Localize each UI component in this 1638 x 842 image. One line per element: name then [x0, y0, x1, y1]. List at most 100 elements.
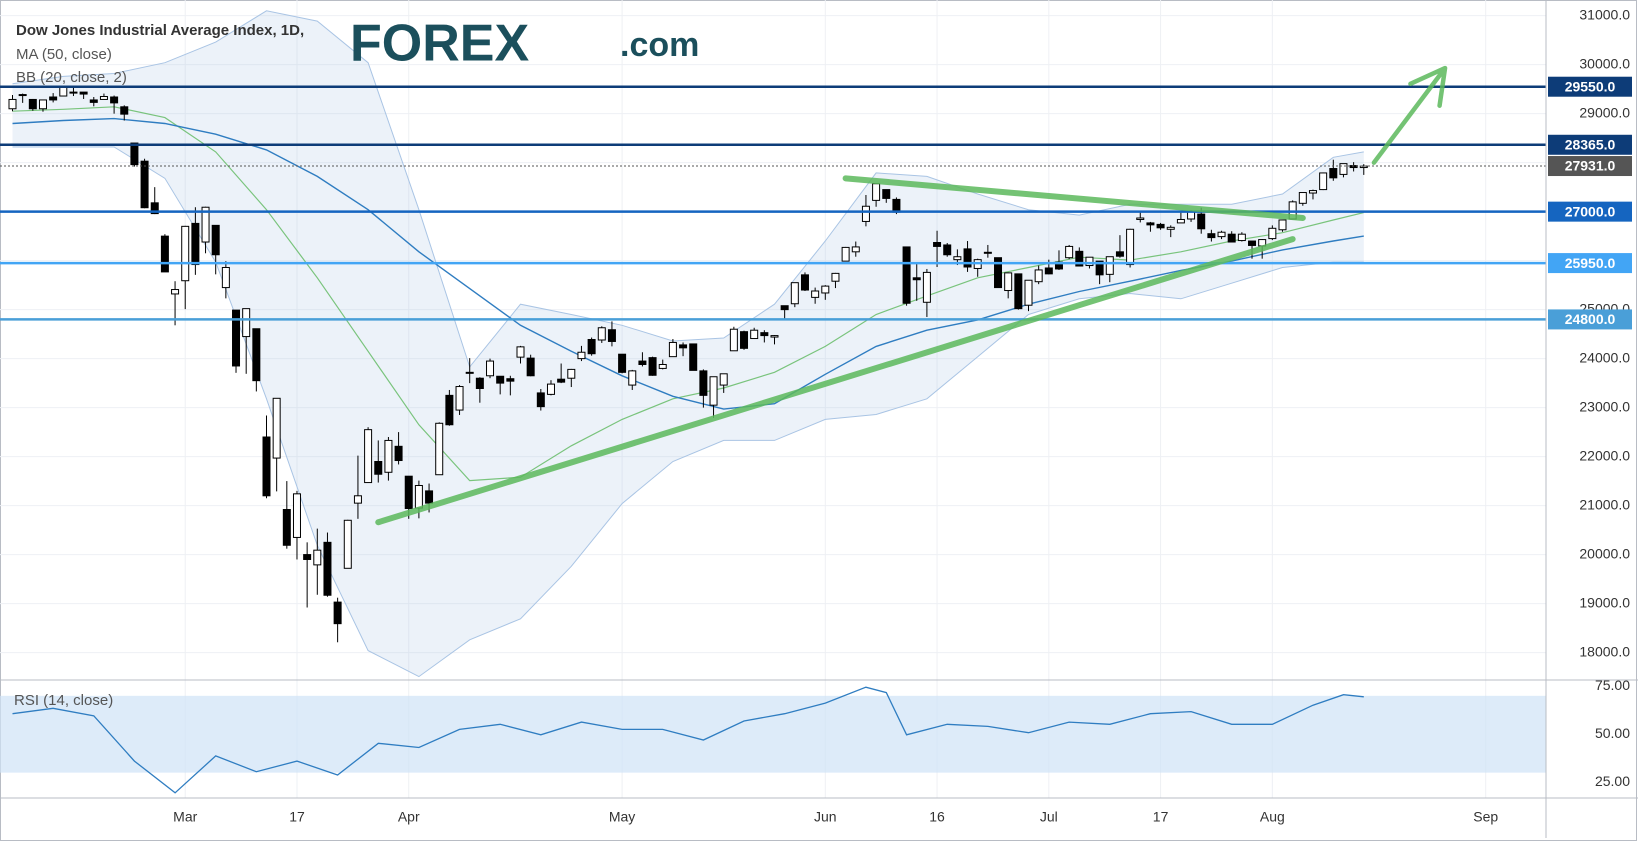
x-tick-label: 16 — [929, 809, 945, 825]
y-tick-label: 18000.0 — [1579, 643, 1630, 659]
candle-body — [1156, 223, 1165, 229]
candle-body — [130, 142, 139, 166]
candle-body — [1085, 256, 1094, 267]
x-tick-label: Sep — [1473, 809, 1498, 825]
candle-body — [89, 99, 98, 103]
candle-body — [557, 378, 566, 383]
trendline — [375, 236, 1296, 526]
indicators — [0, 10, 1546, 794]
candle-body — [425, 490, 434, 504]
candle-body — [282, 509, 291, 546]
arrow — [1371, 65, 1448, 165]
candle-body — [800, 274, 809, 291]
candle-body — [699, 370, 708, 396]
candle-body — [1207, 233, 1216, 239]
candle-body — [760, 332, 769, 337]
candle-body — [882, 189, 891, 199]
candle-body — [211, 224, 220, 256]
y-tick-label: 30000.0 — [1579, 55, 1630, 71]
candle-body — [892, 198, 901, 213]
candle-body — [150, 202, 159, 215]
candle-body — [323, 541, 332, 596]
candle-body — [811, 290, 820, 298]
candle-body — [770, 335, 779, 338]
x-tick-label: Apr — [398, 809, 420, 825]
candle-body — [384, 439, 393, 473]
candle-body — [1359, 165, 1368, 169]
candle-body — [587, 339, 596, 355]
x-tick-label: Jun — [814, 809, 837, 825]
y-tick-label: 31000.0 — [1579, 6, 1630, 22]
level-label: 27000.0 — [1565, 203, 1616, 219]
logo-brand: FOREX — [350, 15, 529, 73]
level-label: 27931.0 — [1565, 158, 1616, 174]
candle-body — [1004, 272, 1013, 292]
candle-body — [689, 343, 698, 371]
candle-body — [374, 460, 383, 475]
candle-body — [496, 375, 505, 384]
level-label-box — [1548, 76, 1632, 97]
candle-body — [953, 256, 962, 261]
candle-body — [1115, 251, 1124, 257]
candle-body — [1166, 226, 1175, 230]
level-label-box — [1548, 156, 1632, 177]
levels — [0, 85, 1546, 321]
candle-body — [1339, 163, 1348, 175]
candle-body — [638, 360, 647, 365]
candle-body — [1329, 168, 1338, 179]
candle-body — [364, 429, 373, 484]
candle-body — [1095, 260, 1104, 276]
candle-body — [8, 98, 17, 110]
level-label-box — [1548, 134, 1632, 155]
candle-body — [110, 96, 119, 104]
candles — [8, 85, 1368, 643]
candle-body — [1197, 213, 1206, 230]
candle-body — [912, 277, 921, 281]
legend-bb: BB (20, close, 2) — [16, 69, 127, 86]
bb-basis — [12, 106, 1364, 482]
candle-body — [99, 96, 108, 100]
rsi-tick-label: 75.00 — [1595, 677, 1630, 693]
candle-body — [38, 99, 47, 110]
candle-body — [313, 549, 322, 566]
candle-body — [1065, 245, 1074, 259]
candle-body — [1248, 240, 1257, 246]
candle-body — [303, 554, 312, 560]
candle-body — [577, 351, 586, 360]
candle-body — [719, 373, 728, 386]
bb-band — [12, 10, 1364, 677]
candle-body — [455, 386, 464, 411]
y-tick-label: 23000.0 — [1579, 398, 1630, 414]
candle-body — [1044, 267, 1053, 275]
level-label: 28365.0 — [1565, 136, 1616, 152]
candle-body — [160, 235, 169, 273]
y-tick-label: 19000.0 — [1579, 594, 1630, 610]
candle-body — [709, 376, 718, 406]
candle-body — [526, 357, 535, 377]
candle-body — [1319, 172, 1328, 191]
candle-body — [171, 289, 180, 295]
candle-body — [252, 328, 261, 382]
rsi-tick-label: 50.00 — [1595, 725, 1630, 741]
candle-body — [648, 357, 657, 376]
candle-body — [994, 257, 1003, 289]
candle-body — [232, 309, 241, 367]
candle-body — [729, 328, 738, 352]
candle-body — [343, 519, 352, 569]
candle-body — [567, 368, 576, 379]
ma-line — [12, 117, 1364, 410]
candle-body — [79, 91, 88, 95]
candle-body — [963, 248, 972, 268]
x-tick-label: 17 — [1153, 809, 1169, 825]
candle-body — [1298, 192, 1307, 204]
level-label: 24800.0 — [1565, 311, 1616, 327]
legend-ma: MA (50, close) — [16, 46, 112, 63]
candle-body — [191, 222, 200, 266]
candle-body — [922, 271, 931, 303]
candle-body — [414, 485, 423, 509]
candle-body — [486, 360, 495, 377]
candle-body — [1024, 279, 1033, 306]
candle-body — [546, 383, 555, 395]
rsi-band — [0, 695, 1546, 773]
